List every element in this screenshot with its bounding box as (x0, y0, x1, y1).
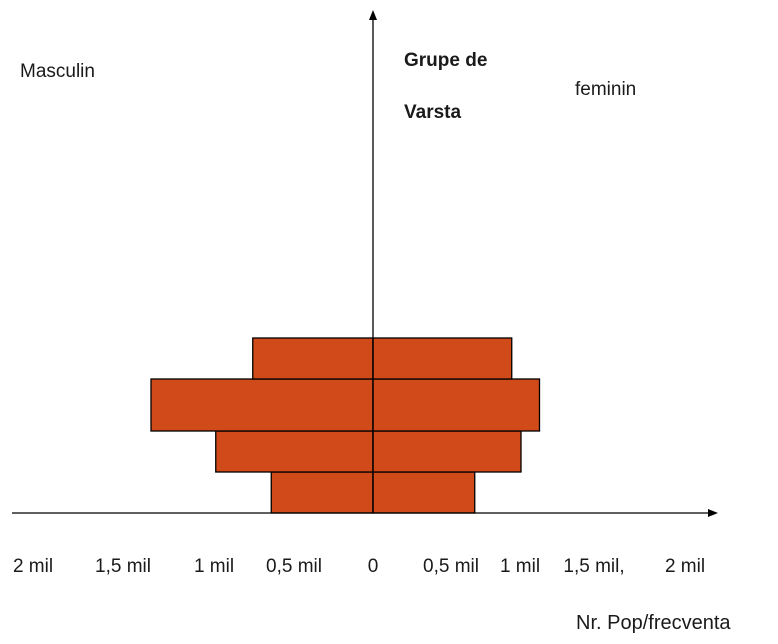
x-tick-label: 0,5 mil (423, 556, 479, 577)
bar-masculin-0 (270, 471, 374, 514)
bars-group (150, 337, 541, 514)
x-tick-label: 0 (368, 556, 379, 577)
bar-feminin-1 (372, 430, 522, 473)
bar-masculin-3 (252, 337, 374, 380)
x-axis-title: Nr. Pop/frecventa (576, 612, 731, 634)
x-tick-label: 1 mil (500, 556, 540, 577)
bar-feminin-0 (372, 471, 476, 514)
y-axis-arrow-icon (369, 10, 377, 20)
right-side-label: feminin (575, 79, 636, 100)
y-axis-title-line-1: Grupe de (404, 50, 487, 71)
left-side-label: Masculin (20, 61, 95, 82)
x-tick-label: 1,5 mil (95, 556, 151, 577)
bar-masculin-2 (150, 378, 374, 432)
x-tick-label: 2 mil (13, 556, 53, 577)
bar-masculin-1 (215, 430, 374, 473)
x-axis-arrow-icon (708, 509, 718, 517)
x-tick-label: 0,5 mil (266, 556, 322, 577)
bar-feminin-2 (372, 378, 541, 432)
x-tick-label: 1 mil (194, 556, 234, 577)
bar-feminin-3 (372, 337, 513, 380)
x-tick-labels: 2 mil 1,5 mil 1 mil 0,5 mil 0 0,5 mil 1 mil 1,5… (13, 556, 705, 577)
x-tick-label: 1,5 mil, (563, 556, 624, 577)
y-axis-title-line-2: Varsta (404, 102, 461, 123)
x-tick-label: 2 mil (665, 556, 705, 577)
